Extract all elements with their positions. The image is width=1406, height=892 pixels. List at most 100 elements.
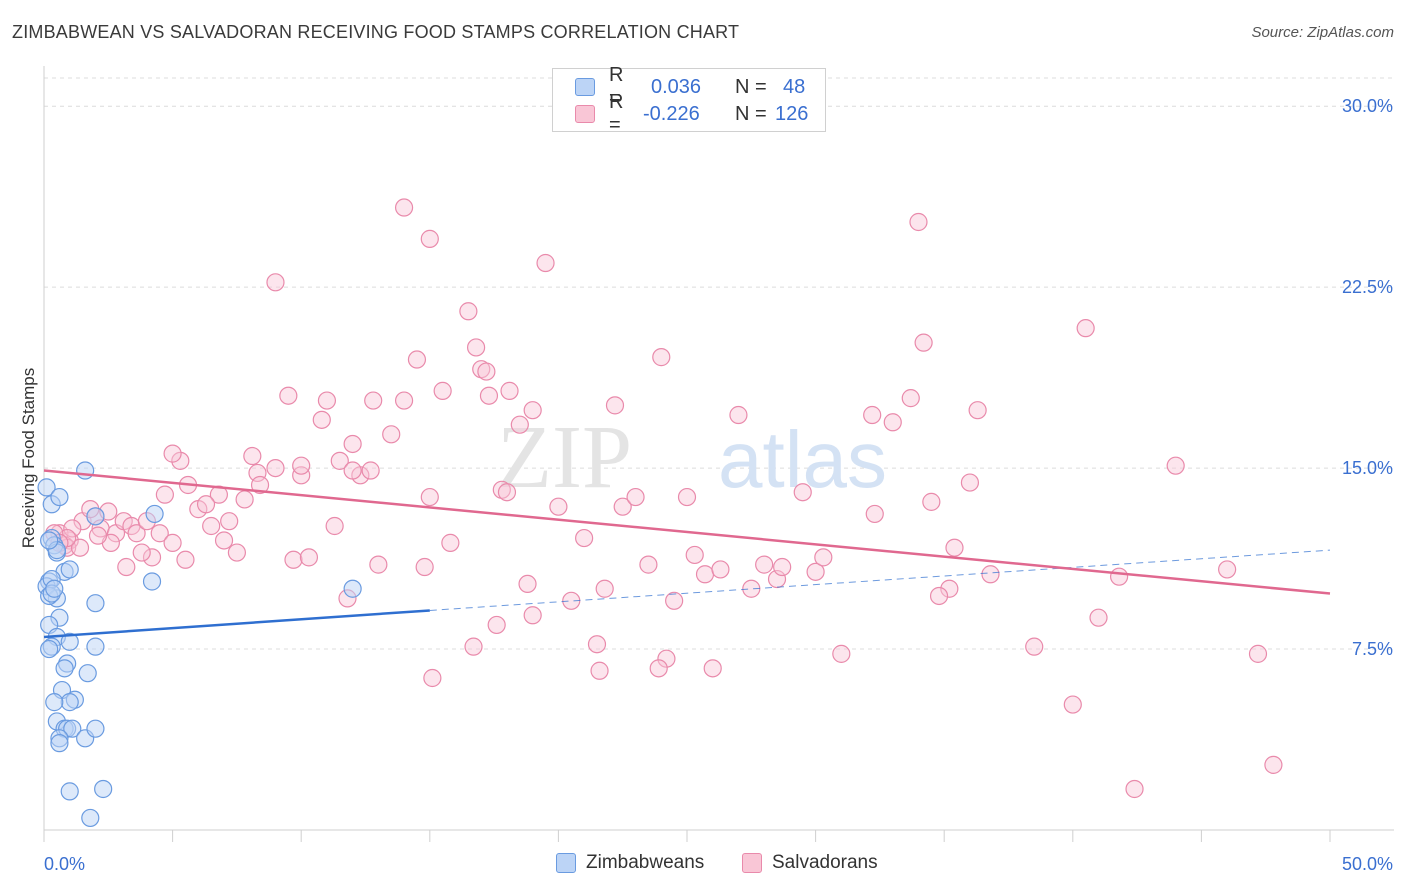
zimbabweans-points — [37, 461, 362, 828]
legend-row-salvadorans: R = -0.226 N = 126 — [575, 91, 809, 136]
salvadorans-point — [459, 302, 478, 321]
salvadorans-point — [945, 538, 964, 557]
legend-row-zimbabweans: R = 0.036 N = 48 — [575, 64, 805, 109]
salvadorans-point — [70, 538, 90, 557]
zimbabweans-point — [86, 719, 105, 738]
zimbabweans-trend-extension — [429, 549, 1331, 611]
salvadorans-point — [394, 391, 414, 410]
salvadorans-point — [590, 661, 609, 680]
salvadorans-point — [549, 497, 568, 516]
zimbabweans-point — [60, 560, 79, 579]
salvadorans-point — [312, 410, 331, 429]
salvadorans-point — [500, 381, 519, 400]
salvadorans-point — [292, 466, 311, 485]
salvadorans-point — [477, 362, 496, 381]
salvadorans-point — [613, 497, 632, 516]
zimbabweans-point — [50, 734, 69, 753]
salvadorans-point — [914, 333, 933, 352]
salvadorans-point — [649, 659, 668, 678]
bottom-legend-salvadorans[interactable]: Salvadorans — [742, 852, 878, 874]
salvadorans-point — [883, 413, 902, 432]
salvadorans-point — [605, 396, 625, 415]
zimbabweans-point — [60, 782, 79, 801]
salvadorans-point — [361, 461, 380, 480]
salvadorans-point — [292, 456, 311, 475]
legend-swatch-zimbabweans — [575, 78, 595, 96]
salvadorans-point — [1109, 567, 1129, 586]
salvadorans-point — [901, 389, 920, 408]
salvadorans-point — [968, 401, 987, 420]
salvadorans-point — [863, 405, 882, 425]
salvadorans-point — [317, 391, 337, 410]
zimbabweans-point — [60, 632, 79, 651]
salvadorans-point — [703, 659, 722, 678]
salvadorans-point — [626, 487, 645, 507]
salvadorans-point — [142, 548, 162, 567]
salvadorans-point — [176, 550, 195, 569]
salvadorans-point — [1076, 319, 1095, 338]
salvadorans-point — [171, 451, 190, 470]
zimbabweans-point — [78, 664, 97, 683]
zimbabweans-point — [81, 808, 100, 828]
salvadorans-point — [1248, 644, 1268, 663]
zimbabweans-point — [60, 693, 79, 712]
salvadorans-point — [652, 348, 671, 367]
salvadorans-point — [88, 526, 108, 545]
salvadorans-point — [325, 516, 344, 536]
zimbabweans-trend-line — [43, 609, 430, 639]
salvadorans-point — [132, 543, 151, 562]
source-label: Source: ZipAtlas.com — [1251, 24, 1394, 41]
salvadorans-point — [487, 615, 506, 635]
salvadorans-point — [523, 606, 542, 625]
x-tick-label: 50.0% — [1342, 854, 1393, 874]
zimbabweans-point — [45, 579, 64, 598]
zimbabweans-point — [86, 507, 105, 526]
salvadorans-point — [117, 557, 136, 577]
salvadorans-point — [415, 557, 434, 577]
salvadorans-point — [407, 350, 427, 369]
zimbabweans-point — [86, 637, 105, 656]
y-tick-label: 15.0% — [1342, 458, 1393, 478]
salvadorans-point — [466, 338, 486, 357]
salvadorans-point — [657, 649, 676, 668]
salvadorans-point — [343, 434, 362, 454]
salvadorans-point — [284, 550, 303, 569]
salvadorans-point — [163, 444, 182, 463]
zimbabweans-point — [76, 461, 95, 480]
salvadorans-point — [202, 516, 221, 536]
salvadorans-point — [909, 212, 928, 232]
salvadorans-point — [806, 562, 825, 581]
legend-n-label: N = — [735, 75, 767, 98]
trend-lines — [43, 469, 1331, 639]
legend-r-label: R = — [609, 91, 624, 136]
salvadorans-point — [755, 555, 774, 574]
salvadorans-point — [1264, 755, 1283, 774]
bottom-legend-zimbabweans[interactable]: Zimbabweans — [556, 852, 704, 874]
salvadorans-point — [250, 475, 270, 495]
salvadorans-point — [595, 579, 614, 598]
salvadorans-point — [685, 545, 704, 565]
salvadorans-point — [433, 381, 452, 400]
salvadorans-point — [929, 586, 949, 606]
zimbabweans-point — [50, 487, 69, 507]
zimbabweans-point — [145, 504, 164, 524]
salvadorans-point — [729, 405, 748, 425]
zimbabweans-point — [37, 478, 56, 497]
salvadorans-point — [665, 591, 684, 610]
watermark-atlas: atlas — [718, 415, 887, 504]
legend-n-value: 126 — [775, 102, 809, 125]
y-tick-label: 22.5% — [1342, 277, 1393, 297]
salvadorans-point — [960, 473, 980, 492]
salvadorans-points — [45, 198, 1283, 799]
salvadorans-point — [518, 574, 537, 594]
salvadorans-point — [150, 524, 169, 543]
salvadorans-point — [441, 533, 460, 552]
zimbabweans-point — [40, 639, 59, 659]
salvadorans-point — [922, 492, 941, 511]
salvadorans-point — [1125, 779, 1144, 799]
salvadorans-point — [420, 487, 439, 507]
salvadorans-point — [814, 548, 833, 567]
legend-swatch-salvadorans — [575, 105, 595, 123]
salvadorans-point — [1063, 695, 1082, 714]
